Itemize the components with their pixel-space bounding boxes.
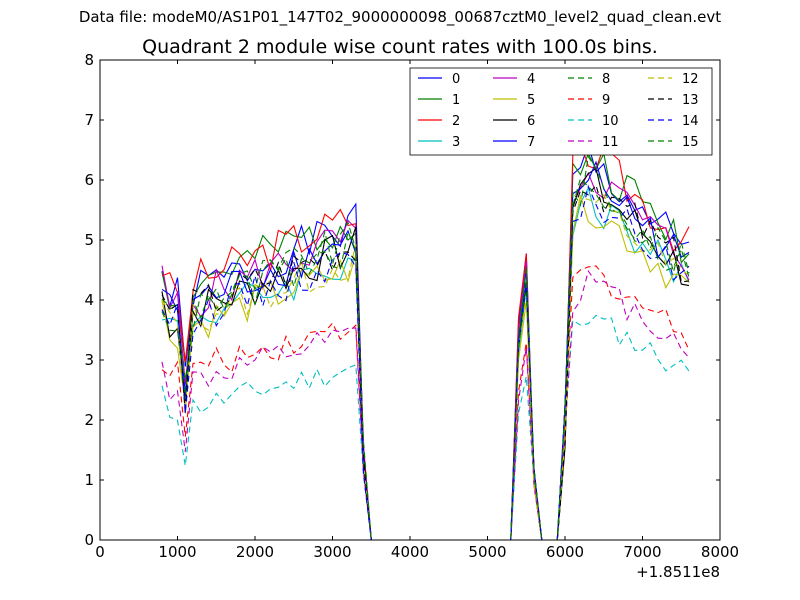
series-line-10 (161, 314, 690, 540)
y-tick-label: 7 (84, 111, 94, 129)
x-tick-label: 8000 (701, 543, 739, 561)
series-line-2 (161, 141, 690, 540)
legend-label-10: 10 (602, 114, 619, 129)
series-line-9 (161, 265, 690, 540)
x-tick-label: 4000 (391, 543, 429, 561)
x-offset-label: +1.8511e8 (636, 563, 720, 581)
figure-suptitle: Data file: modeM0/AS1P01_147T02_90000000… (78, 8, 722, 26)
x-tick-label: 3000 (313, 543, 351, 561)
y-tick-label: 6 (84, 171, 94, 189)
y-tick-label: 8 (84, 51, 94, 69)
y-tick-label: 4 (84, 291, 94, 309)
legend-label-15: 15 (682, 135, 699, 150)
legend-label-2: 2 (452, 114, 460, 129)
series-line-4 (161, 171, 690, 540)
legend-label-11: 11 (602, 135, 619, 150)
series-line-14 (161, 184, 690, 540)
series-line-13 (161, 184, 690, 540)
y-tick-label: 1 (84, 471, 94, 489)
legend-label-9: 9 (602, 93, 610, 108)
legend-label-3: 3 (452, 135, 460, 150)
legend-label-12: 12 (682, 72, 699, 87)
chart-title: Quadrant 2 module wise count rates with … (142, 36, 658, 58)
series-line-6 (161, 167, 690, 540)
series-line-8 (161, 155, 690, 540)
x-tick-label: 2000 (236, 543, 274, 561)
x-tick-label: 1000 (158, 543, 196, 561)
x-tick-label: 6000 (546, 543, 584, 561)
x-tick-label: 5000 (468, 543, 506, 561)
series-line-3 (161, 186, 690, 540)
legend-label-8: 8 (602, 72, 610, 87)
legend-label-4: 4 (527, 72, 535, 87)
y-tick-label: 0 (84, 531, 94, 549)
legend-label-5: 5 (527, 93, 535, 108)
legend-label-0: 0 (452, 72, 460, 87)
series-line-12 (161, 194, 690, 540)
x-tick-label: 7000 (623, 543, 661, 561)
x-tick-label: 0 (95, 543, 105, 561)
series-line-7 (161, 160, 690, 540)
y-tick-label: 2 (84, 411, 94, 429)
legend-label-1: 1 (452, 93, 460, 108)
y-tick-label: 3 (84, 351, 94, 369)
series-line-1 (161, 152, 690, 540)
series-line-15 (161, 177, 690, 540)
y-tick-label: 5 (84, 231, 94, 249)
legend-label-14: 14 (682, 114, 699, 129)
series-line-5 (161, 195, 690, 540)
legend-label-7: 7 (527, 135, 535, 150)
legend-label-13: 13 (682, 93, 699, 108)
series-line-11 (161, 269, 690, 540)
legend-label-6: 6 (527, 114, 535, 129)
